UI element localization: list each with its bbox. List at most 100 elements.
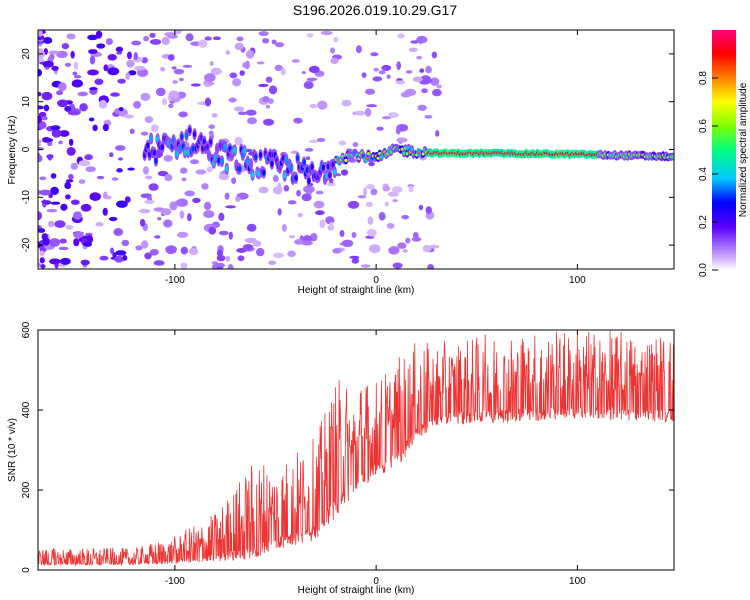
heatmap-noise-cell: [258, 186, 269, 194]
heatmap-noise-cell: [140, 131, 149, 136]
heatmap-noise-cell: [405, 70, 413, 74]
heatmap-noise-cell: [151, 124, 159, 133]
heatmap-ridge-cell: [180, 133, 184, 140]
heatmap-noise-cell: [258, 31, 269, 37]
heatmap-noise-cell: [242, 61, 251, 69]
heatmap-noise-cell: [122, 255, 128, 261]
heatmap-noise-cell: [105, 37, 113, 45]
heatmap-noise-cell: [168, 103, 174, 109]
heatmap-noise-cell: [56, 99, 69, 108]
heatmap-noise-cell: [277, 208, 282, 216]
heatmap-noise-cell: [161, 98, 167, 106]
heatmap-noise-cell: [381, 64, 392, 72]
heatmap-ridge-cell: [242, 147, 247, 154]
heatmap-noise-cell: [208, 226, 217, 235]
chart-title: S196.2026.019.10.29.G17: [293, 2, 457, 18]
heatmap-noise-cell: [225, 50, 231, 55]
heatmap-noise-cell: [304, 147, 314, 152]
heatmap-noise-cell: [107, 53, 117, 61]
heatmap-ridge-cell: [307, 177, 311, 184]
heatmap-noise-cell: [50, 186, 59, 196]
heatmap-noise-cell: [339, 230, 345, 238]
heatmap-ridge-cell: [178, 145, 182, 152]
heatmap-noise-cell: [273, 252, 284, 259]
heatmap-noise-cell: [164, 32, 176, 37]
heatmap-noise-cell: [39, 176, 47, 181]
heatmap-noise-cell: [208, 124, 215, 130]
heatmap-noise-cell: [204, 97, 212, 107]
heatmap-noise-cell: [368, 161, 375, 167]
heatmap-noise-cell: [425, 206, 432, 214]
heatmap-noise-cell: [116, 168, 123, 173]
heatmap-noise-cell: [61, 43, 70, 50]
y-tick-label: 400: [21, 401, 32, 418]
heatmap-noise-cell: [262, 96, 270, 103]
colorbar-label: Normalized spectral amplitude: [738, 82, 749, 217]
heatmap-noise-cell: [357, 195, 367, 199]
heatmap-noise-cell: [363, 187, 368, 196]
heatmap-ridge-cell: [403, 146, 408, 150]
heatmap-noise-cell: [432, 88, 442, 97]
heatmap-noise-cell: [305, 156, 311, 161]
heatmap-noise-cell: [58, 140, 63, 145]
heatmap-noise-cell: [294, 239, 304, 245]
heatmap-noise-cell: [48, 50, 60, 55]
y-tick-label: 10: [21, 96, 32, 108]
heatmap-noise-cell: [365, 183, 375, 190]
heatmap-noise-cell: [176, 231, 189, 238]
heatmap-noise-cell: [141, 240, 149, 249]
heatmap-ridge-cell: [283, 172, 287, 179]
heatmap-noise-cell: [255, 247, 265, 257]
heatmap-noise-cell: [38, 142, 42, 147]
heatmap-ridge-cell: [270, 160, 274, 167]
heatmap-noise-cell: [317, 100, 328, 110]
heatmap-noise-cell: [95, 30, 103, 39]
heatmap-noise-cell: [102, 207, 108, 216]
heatmap-noise-cell: [236, 36, 244, 42]
heatmap-noise-cell: [68, 138, 74, 146]
heatmap-noise-cell: [109, 247, 115, 255]
heatmap-ridge-cell: [225, 165, 229, 172]
heatmap-noise-cell: [388, 246, 400, 255]
heatmap-noise-cell: [271, 39, 277, 45]
heatmap-ridge-cell: [671, 155, 674, 159]
heatmap-noise-cell: [283, 185, 290, 192]
heatmap-noise-cell: [268, 85, 278, 95]
heatmap-noise-cell: [67, 110, 80, 116]
colorbar-tick-label: 0.2: [698, 215, 709, 229]
heatmap-noise-cell: [228, 231, 233, 240]
heatmap-noise-cell: [88, 49, 98, 55]
heatmap-cells: [38, 30, 674, 269]
heatmap-noise-cell: [129, 128, 135, 135]
heatmap-noise-cell: [89, 87, 98, 91]
heatmap-noise-cell: [161, 36, 170, 46]
heatmap-noise-cell: [179, 210, 185, 219]
heatmap-noise-cell: [365, 201, 373, 208]
heatmap-noise-cell: [237, 111, 248, 116]
heatmap-noise-cell: [73, 75, 82, 79]
colorbar-gradient: [712, 30, 736, 270]
heatmap-ridge-cell: [207, 152, 211, 159]
colorbar-ticks: 0.0 0.2 0.4 0.6 0.8: [698, 71, 718, 277]
heatmap-noise-cell: [231, 177, 237, 185]
heatmap-noise-cell: [58, 130, 70, 137]
heatmap-noise-cell: [289, 234, 296, 239]
heatmap-noise-cell: [168, 90, 180, 100]
heatmap-noise-cell: [39, 257, 45, 264]
heatmap-noise-cell: [246, 223, 257, 232]
heatmap-noise-cell: [38, 57, 45, 63]
heatmap-noise-cell: [115, 46, 124, 53]
heatmap-ridge-cell: [233, 147, 237, 154]
heatmap-ridge-cell: [296, 155, 300, 162]
snr-ylabel: SNR (10 * v/v): [7, 418, 18, 482]
heatmap-ridge-cell: [331, 161, 335, 168]
heatmap-noise-cell: [60, 203, 68, 211]
heatmap-noise-cell: [38, 225, 42, 229]
heatmap-noise-cell: [45, 138, 54, 142]
heatmap-noise-cell: [201, 183, 209, 190]
heatmap-noise-cell: [227, 263, 234, 269]
heatmap-noise-cell: [272, 175, 279, 183]
heatmap-noise-cell: [41, 200, 52, 204]
heatmap-noise-cell: [163, 219, 173, 228]
heatmap-noise-cell: [419, 68, 425, 73]
